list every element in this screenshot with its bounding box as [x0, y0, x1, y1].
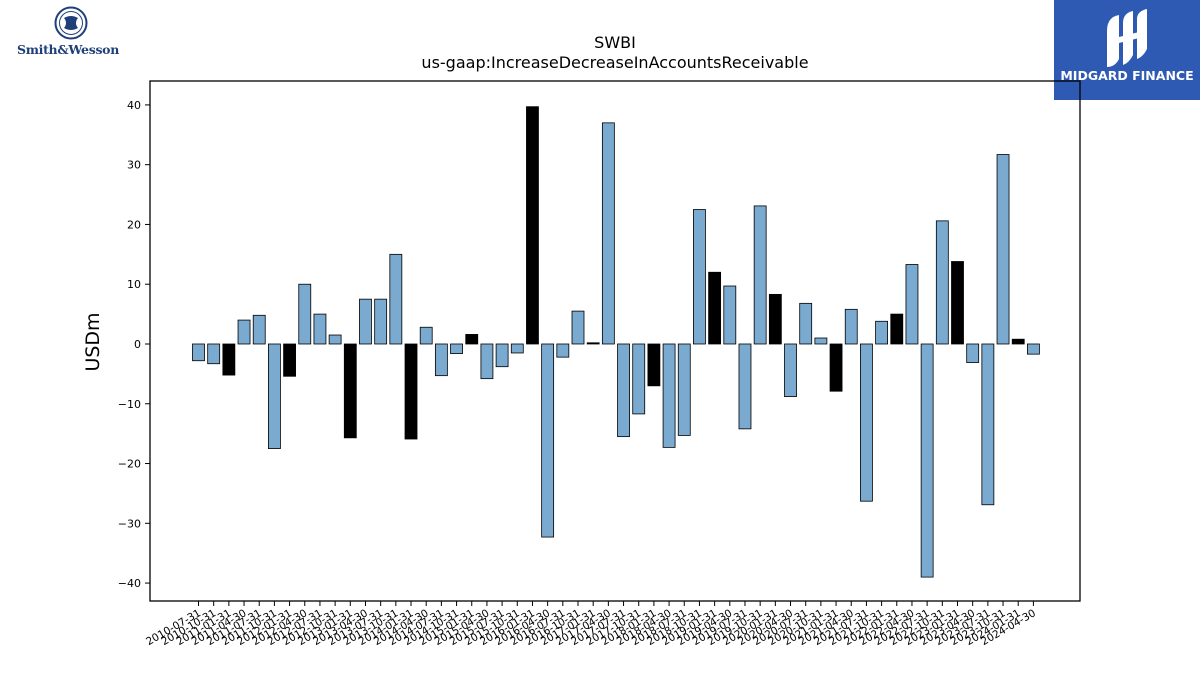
- chart-subtitle: us-gaap:IncreaseDecreaseInAccountsReceiv…: [421, 53, 808, 72]
- chart-title: SWBI: [594, 33, 636, 52]
- y-tick-label: 30: [127, 159, 141, 172]
- bar-2012-01-31: [283, 343, 296, 377]
- bar-2022-01-31: [890, 313, 904, 345]
- bar-2015-10-31: [510, 343, 524, 354]
- bar-2021-04-30: [844, 308, 858, 345]
- bar-2017-10-31: [632, 343, 646, 415]
- bar-2013-01-31: [343, 343, 357, 439]
- bar-2022-10-31: [935, 220, 949, 345]
- bar-2020-07-31: [799, 302, 813, 345]
- y-axis-label: USDm: [82, 312, 104, 371]
- y-tick-label: −30: [118, 517, 141, 530]
- bar-2012-07-31: [313, 313, 327, 345]
- y-tick-label: 10: [127, 278, 141, 291]
- bar-2013-04-30: [359, 298, 372, 345]
- bar-2019-04-30: [723, 285, 737, 345]
- bar-2013-10-31: [389, 253, 403, 345]
- midgard-finance-logo: MIDGARD FINANCE: [1054, 0, 1200, 100]
- bar-2011-04-30: [237, 319, 251, 345]
- bar-2024-04-30: [1027, 343, 1040, 355]
- y-tick-label: −10: [118, 398, 141, 411]
- bar-2014-10-31: [450, 343, 463, 354]
- bar-2016-04-30: [541, 343, 555, 538]
- bar-2014-04-30: [419, 326, 433, 345]
- bar-2016-07-31: [556, 343, 570, 358]
- bar-2016-01-31: [526, 106, 539, 345]
- bar-2010-10-31: [207, 343, 221, 365]
- bar-2011-10-31: [267, 343, 281, 449]
- bar-2017-04-30: [601, 122, 615, 345]
- bar-2010-07-31: [192, 343, 205, 362]
- bar-2018-04-30: [662, 343, 676, 448]
- bar-2018-01-31: [647, 343, 661, 387]
- bar-2015-01-31: [465, 334, 479, 345]
- bar-2023-01-31: [951, 261, 964, 345]
- bar-2023-07-31: [981, 343, 995, 506]
- y-tick-label: −40: [118, 577, 141, 590]
- bar-2012-10-31: [328, 334, 342, 345]
- y-tick-label: 20: [127, 218, 141, 231]
- smith-wesson-logo: Smith&Wesson: [6, 6, 130, 58]
- bar-2017-07-31: [617, 343, 630, 438]
- bar-2016-10-31: [571, 310, 585, 345]
- bar-2015-04-30: [480, 343, 494, 380]
- smith-wesson-seal-icon: [54, 6, 88, 40]
- bar-2012-04-30: [298, 283, 312, 345]
- bar-2022-04-30: [905, 264, 919, 345]
- bar-2021-07-31: [860, 343, 873, 502]
- bar-2014-07-31: [434, 343, 448, 377]
- bar-2018-10-31: [693, 209, 706, 345]
- midgard-mark-icon: [1107, 9, 1147, 67]
- y-axis: −40 −30 −20 −10 0 10 20 30 40: [118, 99, 150, 590]
- bar-2017-01-31: [586, 342, 600, 345]
- bar-2020-01-31: [768, 293, 782, 345]
- bar-2021-01-31: [829, 343, 843, 392]
- plot-frame: [149, 80, 1081, 602]
- bar-2011-01-31: [222, 343, 236, 376]
- bar-2021-10-31: [875, 320, 888, 345]
- x-axis: 2010-07-312010-10-312011-01-312011-04-30…: [144, 601, 1038, 648]
- bar-2019-01-31: [708, 271, 722, 345]
- y-tick-label: 40: [127, 99, 141, 112]
- smith-wesson-wordmark: Smith&Wesson: [16, 42, 120, 57]
- bar-2022-07-31: [920, 343, 934, 578]
- bar-2019-10-31: [753, 205, 767, 345]
- bar-2014-01-31: [404, 343, 418, 440]
- y-tick-label: 0: [134, 338, 141, 351]
- bar-2015-07-31: [495, 343, 509, 368]
- bar-2018-07-31: [677, 343, 691, 436]
- y-tick-label: −20: [118, 458, 141, 471]
- bar-2019-07-31: [738, 343, 752, 430]
- bar-2020-04-30: [784, 343, 797, 397]
- bar-2023-04-30: [966, 343, 980, 363]
- midgard-finance-wordmark: MIDGARD FINANCE: [1060, 68, 1194, 83]
- bar-2013-07-31: [374, 298, 388, 345]
- bar-2023-10-31: [996, 154, 1010, 345]
- bar-2011-07-31: [252, 314, 266, 345]
- bar-2024-01-31: [1011, 338, 1025, 345]
- bar-2020-10-31: [814, 337, 828, 345]
- bars: [192, 106, 1040, 578]
